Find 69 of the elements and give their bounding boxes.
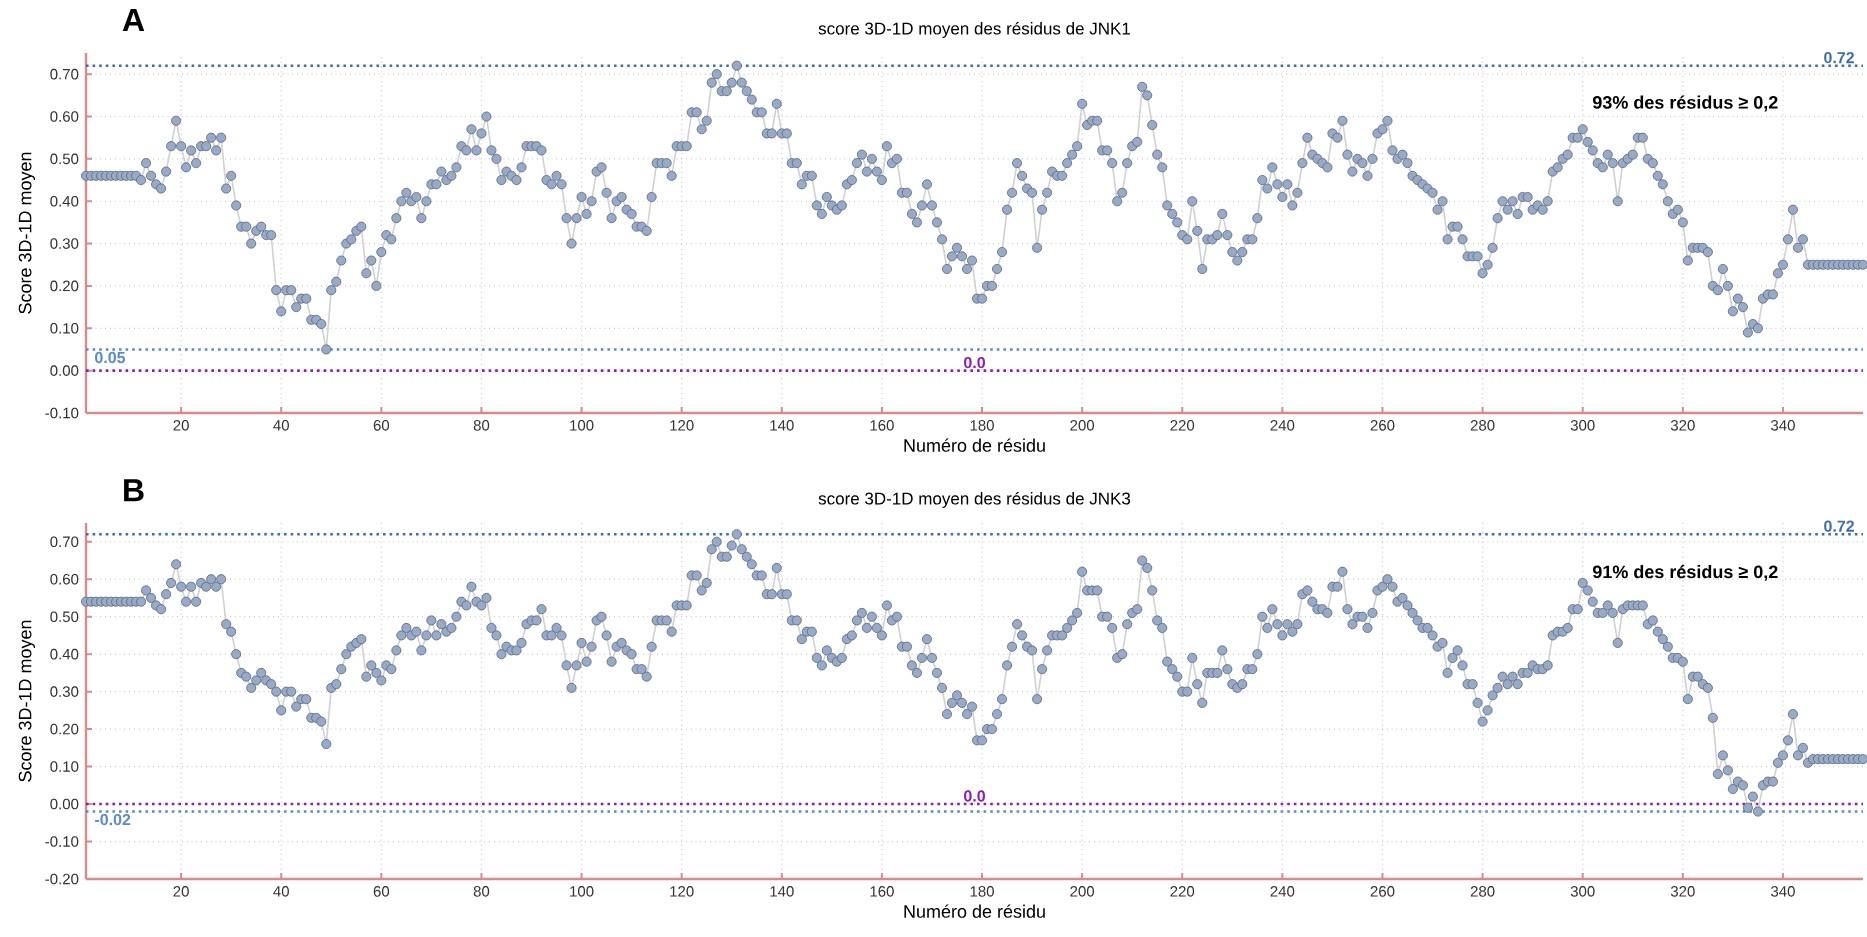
y-tick-label: 0.50 xyxy=(50,611,79,623)
y-tick-label: 0.70 xyxy=(50,536,79,548)
x-tick-label: 320 xyxy=(1670,420,1695,431)
x-tick-label: 280 xyxy=(1470,420,1495,431)
y-tick-label: 0.60 xyxy=(50,111,79,122)
y-tick-label: 0.10 xyxy=(50,322,79,334)
ref-line-label: 0.72 xyxy=(1824,520,1854,532)
x-tick-label: 280 xyxy=(1470,886,1495,897)
y-tick-label: 0.00 xyxy=(50,798,79,810)
ref-line-label: 0.05 xyxy=(95,351,126,364)
x-tick-label: 160 xyxy=(870,886,894,897)
annotation: 93% des résidus ≥ 0,2 xyxy=(1592,95,1778,112)
y-tick-label: 0.20 xyxy=(50,280,79,292)
x-tick-label: 40 xyxy=(273,886,289,897)
y-tick-label: 0.70 xyxy=(50,68,79,80)
x-axis-title: Numéro de résidu xyxy=(904,904,1045,918)
y-tick-label: 0.40 xyxy=(50,648,79,660)
x-tick-label: 60 xyxy=(373,420,390,431)
x-tick-label: 300 xyxy=(1570,420,1595,431)
x-tick-label: 340 xyxy=(1770,420,1795,431)
x-tick-label: 260 xyxy=(1370,886,1395,897)
chart-title: score 3D-1D moyen des résidus de JNK1 xyxy=(818,21,1131,38)
y-tick-label: 0.10 xyxy=(50,761,79,772)
y-tick-label: -0.10 xyxy=(45,407,79,419)
x-tick-label: 200 xyxy=(1070,420,1095,431)
y-tick-label: 0.50 xyxy=(50,153,79,165)
x-tick-label: 180 xyxy=(970,420,994,431)
y-tick-label: 0.30 xyxy=(50,238,79,249)
x-tick-label: 80 xyxy=(473,420,490,431)
x-tick-label: 180 xyxy=(970,886,994,897)
x-axis-title: Numéro de résidu xyxy=(904,438,1045,452)
x-tick-label: 220 xyxy=(1170,886,1195,897)
y-axis-title: Score 3D-1D moyen xyxy=(18,152,36,314)
ref-line-label: 0.72 xyxy=(1824,51,1854,64)
x-tick-label: 220 xyxy=(1170,420,1195,431)
x-tick-label: 260 xyxy=(1370,420,1395,431)
ref-line-label: -0.02 xyxy=(95,813,131,826)
x-tick-label: 140 xyxy=(770,420,794,431)
y-axis-title: Score 3D-1D moyen xyxy=(18,620,36,782)
annotation: 91% des résidus ≥ 0,2 xyxy=(1592,564,1778,581)
x-tick-label: 100 xyxy=(570,420,594,431)
x-tick-label: 100 xyxy=(570,886,594,897)
text: A xyxy=(122,8,145,31)
x-tick-label: 340 xyxy=(1770,886,1795,897)
x-tick-label: 40 xyxy=(273,420,289,431)
text: B xyxy=(124,479,144,502)
x-tick-label: 300 xyxy=(1570,886,1595,897)
x-tick-label: 20 xyxy=(173,886,189,897)
y-tick-label: 0.30 xyxy=(50,686,79,697)
x-tick-label: 320 xyxy=(1670,886,1695,897)
x-tick-label: 140 xyxy=(770,886,794,897)
y-tick-label: 0.20 xyxy=(50,723,79,735)
y-tick-label: 0.60 xyxy=(50,573,79,585)
ref-line-label: 0.0 xyxy=(964,790,985,802)
x-tick-label: 20 xyxy=(173,420,189,431)
x-tick-label: 240 xyxy=(1270,420,1295,431)
ref-line-label: 0.0 xyxy=(964,356,985,369)
x-tick-label: 60 xyxy=(373,886,390,897)
x-tick-label: 240 xyxy=(1270,886,1295,897)
x-tick-label: 80 xyxy=(473,886,490,897)
y-tick-label: 0.40 xyxy=(50,195,79,207)
y-tick-label: -0.10 xyxy=(45,836,79,847)
chart-title: score 3D-1D moyen des résidus de JNK3 xyxy=(818,491,1131,508)
x-tick-label: 160 xyxy=(870,420,894,431)
y-tick-label: -0.20 xyxy=(45,873,79,885)
x-tick-label: 120 xyxy=(670,886,694,897)
y-tick-label: 0.00 xyxy=(50,365,79,376)
x-tick-label: 120 xyxy=(670,420,694,431)
x-tick-label: 200 xyxy=(1070,886,1095,897)
